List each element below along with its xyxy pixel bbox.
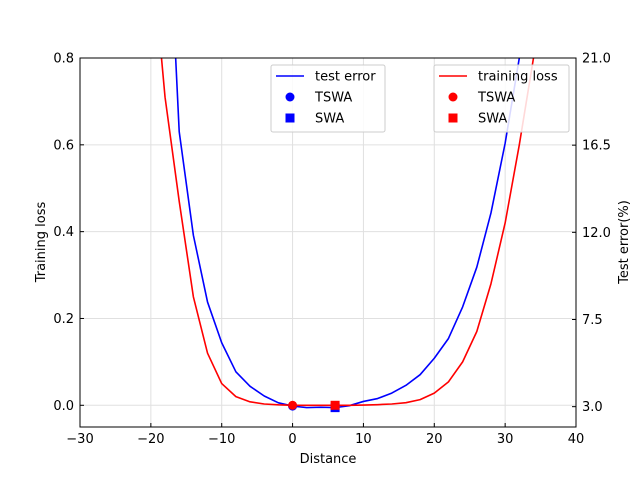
legend-entry-label: TSWA (314, 91, 352, 106)
x-tick-label: 40 (568, 432, 585, 447)
x-tick-label: −20 (137, 432, 164, 447)
legend-entry-label: TSWA (477, 91, 515, 106)
left-y-tick-label: 0.2 (53, 312, 74, 327)
right-y-tick-label: 21.0 (582, 52, 611, 67)
x-tick-label: −10 (208, 432, 235, 447)
legend-circle-swatch (448, 92, 458, 102)
x-tick-label: 0 (288, 432, 296, 447)
legend-square-swatch (285, 113, 295, 123)
legend-top-center: test error TSWA SWA (270, 64, 386, 133)
legend-frame (270, 64, 386, 133)
left-y-axis-label: Training loss (34, 202, 49, 284)
left-y-tick-label: 0.4 (53, 225, 74, 240)
x-tick-label: 10 (355, 432, 372, 447)
tswa-red-marker (288, 400, 298, 410)
legend-square-swatch (448, 113, 458, 123)
legend-entry-label: SWA (315, 112, 344, 127)
test-error-line (174, 58, 521, 409)
left-y-tick-label: 0.8 (53, 52, 74, 67)
series-layer (160, 58, 535, 409)
legend-layer: test error TSWA SWA training loss TSWA SWA (270, 64, 570, 133)
left-y-tick-label: 0.0 (53, 399, 74, 414)
right-y-tick-label: 3.0 (582, 400, 603, 415)
legend-frame (433, 64, 570, 133)
right-y-axis-label: Test error(%) (617, 200, 632, 285)
marker-layer (288, 400, 340, 413)
x-tick-label: −30 (66, 432, 93, 447)
right-y-tick-label: 7.5 (582, 313, 603, 328)
x-axis-label: Distance (300, 452, 357, 467)
legend-entry-label: SWA (478, 112, 507, 127)
plot-frame (79, 57, 577, 428)
x-tick-label: 30 (497, 432, 514, 447)
x-tick-label: 20 (426, 432, 443, 447)
legend-top-right: training loss TSWA SWA (433, 64, 570, 133)
legend-entry-label: training loss (478, 70, 558, 85)
training-loss-line (160, 58, 535, 407)
right-y-tick-label: 12.0 (582, 226, 611, 241)
legend-entry-label: test error (315, 70, 376, 85)
left-y-tick-label: 0.6 (53, 138, 74, 153)
legend-circle-swatch (285, 92, 295, 102)
tick-layer: −30 −20 −10 0 10 20 30 40 0.0 0.2 0.4 0.6 0.8 3.0 7.5 1… (53, 52, 611, 448)
swa-red-marker (330, 400, 340, 410)
right-y-tick-label: 16.5 (582, 139, 611, 154)
